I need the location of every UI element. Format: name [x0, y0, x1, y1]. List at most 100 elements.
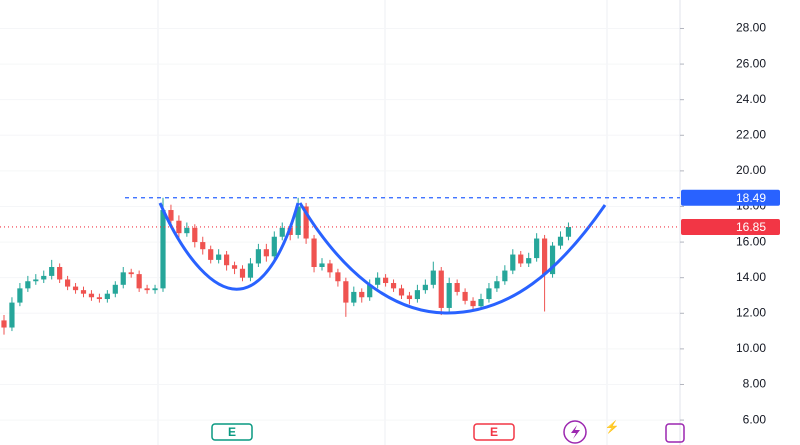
event-icon[interactable] — [563, 420, 587, 444]
candle-body — [526, 258, 532, 264]
candle-body — [486, 288, 492, 300]
candle-body — [470, 300, 476, 307]
candle-body — [335, 272, 341, 282]
candle-body — [375, 277, 381, 285]
earnings-marker[interactable] — [211, 423, 253, 441]
candle-body — [144, 288, 150, 291]
candle-body — [406, 295, 413, 300]
candle-body — [216, 254, 222, 260]
candle-body — [446, 283, 452, 308]
candle-body — [120, 272, 126, 285]
overlay: 18.49 16.85 E E — [0, 189, 780, 441]
candle-body — [279, 227, 285, 237]
earnings-label: E — [490, 425, 498, 439]
cup-curve — [298, 202, 607, 315]
candle-body — [351, 291, 357, 303]
y-tick-label: 14.00 — [736, 270, 766, 284]
y-tick-label: 10.00 — [736, 341, 766, 355]
candle-body — [49, 267, 55, 276]
y-tick-label: 22.00 — [736, 127, 766, 141]
candle-body — [152, 288, 158, 291]
candle-body — [359, 291, 365, 298]
candle-body — [549, 245, 556, 275]
candle-body — [510, 254, 516, 271]
candle-body — [565, 226, 572, 237]
lightning-icon: ⚡ — [605, 420, 620, 434]
candle-body — [128, 272, 134, 275]
candle-body — [96, 297, 102, 300]
candle-body — [367, 284, 373, 298]
candle-body — [80, 290, 87, 294]
candle-body — [534, 238, 540, 259]
price-label-box — [681, 218, 780, 235]
candle-body — [271, 236, 277, 257]
lightning-icon — [571, 425, 580, 439]
price-label: 18.49 — [736, 191, 766, 205]
candle-body — [295, 206, 301, 235]
candle-body — [255, 249, 261, 264]
candle-body — [168, 210, 174, 221]
candle-body — [390, 283, 397, 289]
candle-body — [422, 284, 428, 291]
candle-body — [25, 281, 31, 289]
candle-body — [239, 268, 246, 278]
candle-body — [192, 227, 198, 243]
candle-body — [112, 284, 118, 294]
candle-body — [176, 220, 182, 234]
candle-body — [41, 275, 47, 280]
candle-body — [88, 293, 95, 298]
candle-body — [494, 281, 500, 289]
y-tick-label: 28.00 — [736, 21, 766, 35]
candle-body — [224, 254, 230, 266]
candle-body — [311, 238, 317, 267]
price-label: 16.85 — [736, 220, 766, 234]
candle-body — [438, 270, 444, 308]
candle-body — [208, 249, 214, 260]
cup-curve — [158, 202, 300, 291]
candle-body — [65, 279, 71, 287]
candle-body — [557, 236, 564, 246]
candle-body — [303, 206, 309, 239]
candle-body — [1, 320, 7, 328]
candle-body — [319, 263, 325, 267]
candle-body — [184, 227, 190, 234]
candle-body — [454, 283, 460, 292]
candle-body — [502, 270, 508, 282]
candle-body — [160, 210, 166, 289]
candle-body — [414, 290, 420, 300]
candle-body — [462, 291, 468, 301]
candle-body — [72, 286, 79, 291]
candle-body — [263, 249, 269, 257]
candle-body — [33, 279, 39, 282]
candle-body — [247, 263, 254, 278]
candles — [1, 197, 572, 335]
candle-body — [104, 293, 110, 300]
candle-body — [327, 263, 333, 273]
earnings-marker[interactable] — [473, 423, 515, 441]
candle-body — [17, 288, 23, 303]
candle-body — [398, 288, 405, 296]
candle-body — [343, 281, 349, 303]
earnings-label: E — [228, 425, 236, 439]
y-tick-label: 16.00 — [736, 234, 766, 248]
candle-body — [9, 302, 15, 328]
candle-body — [200, 242, 206, 250]
candle-body — [231, 265, 238, 269]
candle-body — [478, 299, 484, 307]
y-tick-label: 12.00 — [736, 305, 766, 319]
candle-body — [383, 277, 389, 284]
candle-body — [57, 267, 63, 280]
candle-body — [518, 254, 524, 264]
candle-body — [430, 270, 436, 285]
candle-body — [542, 238, 548, 275]
y-tick-label: 20.00 — [736, 163, 766, 177]
y-tick-label: 26.00 — [736, 56, 766, 70]
y-tick-label: 6.00 — [743, 412, 767, 426]
grid — [0, 27, 680, 421]
price-label-box — [681, 189, 780, 206]
event-icon[interactable] — [665, 423, 685, 443]
candle-body — [136, 274, 142, 289]
y-tick-label: 24.00 — [736, 92, 766, 106]
y-tick-label: 8.00 — [743, 377, 767, 391]
